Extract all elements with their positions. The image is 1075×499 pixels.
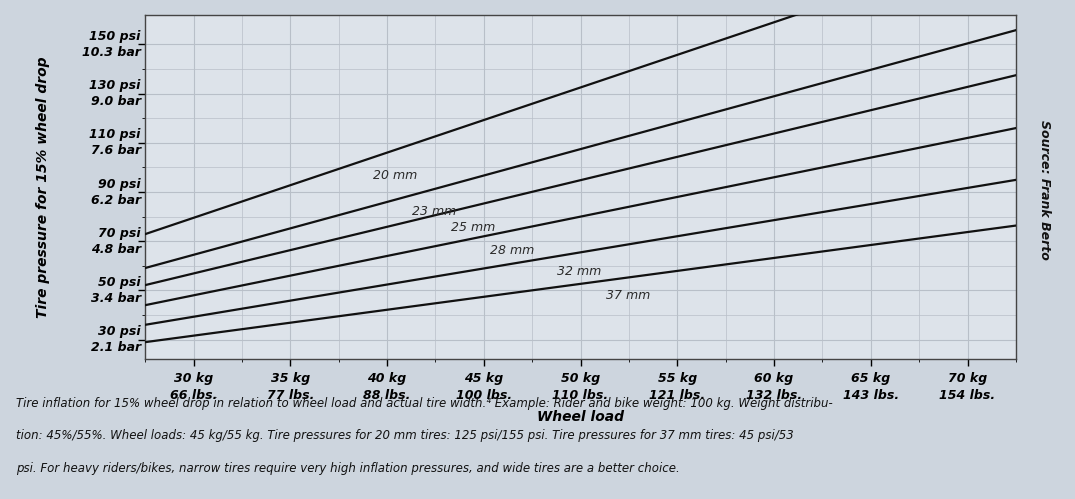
Text: 50 psi
3.4 bar: 50 psi 3.4 bar <box>90 276 141 305</box>
Text: 90 psi
6.2 bar: 90 psi 6.2 bar <box>90 178 141 207</box>
Text: 20 mm: 20 mm <box>373 169 418 182</box>
Text: 25 mm: 25 mm <box>450 222 496 235</box>
Text: 110 psi
7.6 bar: 110 psi 7.6 bar <box>89 128 141 157</box>
Text: 32 mm: 32 mm <box>557 265 602 278</box>
Text: Source: Frank Berto: Source: Frank Berto <box>1038 120 1051 259</box>
Text: tion: 45%/55%. Wheel loads: 45 kg/55 kg. Tire pressures for 20 mm tires: 125 psi: tion: 45%/55%. Wheel loads: 45 kg/55 kg.… <box>16 429 793 442</box>
Text: 150 psi
10.3 bar: 150 psi 10.3 bar <box>82 30 141 59</box>
Text: 23 mm: 23 mm <box>412 206 457 219</box>
Text: Tire inflation for 15% wheel drop in relation to wheel load and actual tire widt: Tire inflation for 15% wheel drop in rel… <box>16 397 833 410</box>
X-axis label: Wheel load: Wheel load <box>538 410 624 424</box>
Text: 37 mm: 37 mm <box>605 289 650 302</box>
Text: 30 psi
2.1 bar: 30 psi 2.1 bar <box>90 325 141 354</box>
Text: 28 mm: 28 mm <box>489 245 534 257</box>
Text: 70 psi
4.8 bar: 70 psi 4.8 bar <box>90 227 141 255</box>
Y-axis label: Tire pressure for 15% wheel drop: Tire pressure for 15% wheel drop <box>35 56 49 318</box>
Text: psi. For heavy riders/bikes, narrow tires require very high inflation pressures,: psi. For heavy riders/bikes, narrow tire… <box>16 462 679 475</box>
Text: 130 psi
9.0 bar: 130 psi 9.0 bar <box>89 79 141 108</box>
